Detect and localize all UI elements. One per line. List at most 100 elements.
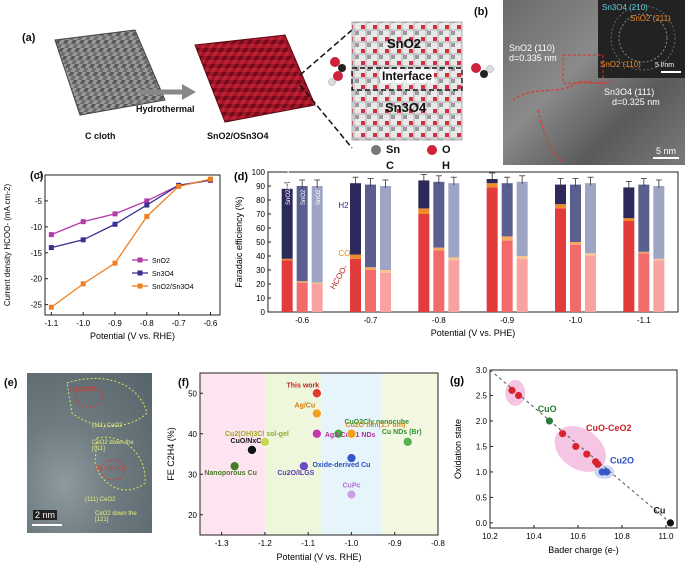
scale-bar-b-label: 5 nm: [656, 146, 677, 156]
stacked-bar-segment: [623, 221, 635, 312]
x-tick-label: 10.8: [614, 532, 630, 541]
x-tick-label: -1.0: [76, 319, 90, 328]
x-tick-label: -0.7: [364, 316, 378, 325]
stacked-bar-segment: [638, 253, 650, 312]
scatter-point: [312, 428, 322, 439]
series-line: [51, 179, 211, 236]
legend-sn-sphere: [371, 145, 381, 155]
plot-frame: [267, 171, 679, 313]
group-label: CuO: [538, 404, 557, 414]
sample-label: SnO2: [316, 189, 322, 205]
scatter-point: [260, 437, 270, 447]
y-tick-label: 30: [188, 470, 197, 479]
fft-ring: [618, 13, 668, 63]
stacked-bar-segment: [296, 186, 308, 282]
point-label: Ag/Cu: [295, 403, 316, 410]
y-tick-label: 1.0: [476, 468, 488, 477]
y-tick-label: 2.0: [476, 417, 488, 426]
legend-marker: [137, 257, 143, 263]
data-point: [515, 391, 523, 400]
y-tick-label: 20: [188, 511, 197, 520]
stacked-bar-segment: [448, 183, 460, 258]
data-point: [603, 468, 611, 476]
panel-c-chart: -1.1 -1.0 -0.9 -0.8 -0.7 -0.6 0 -5 -10 -15 -20 -25 P…: [3, 171, 221, 341]
y-tick-label: 0: [261, 308, 266, 317]
y-tick-label: -5: [35, 197, 43, 206]
point-label: Cu2(OH)3Cl sol-gel: [225, 431, 289, 438]
stacked-bar-segment: [296, 282, 308, 312]
stacked-bar-segment: [380, 272, 391, 312]
zoom-line-top: [299, 29, 353, 76]
stacked-bar-segment: [350, 258, 361, 312]
data-point: [559, 430, 567, 438]
data-point: [80, 237, 86, 243]
group-label: Cu: [653, 506, 665, 516]
background-band: [200, 373, 265, 535]
legend-marker: [137, 270, 143, 276]
x-tick-label: -0.8: [140, 319, 154, 328]
x-tick-label: -1.3: [215, 539, 229, 548]
x-tick-label: -0.8: [431, 539, 445, 548]
y-tick-label: -25: [30, 301, 42, 310]
data-point: [80, 219, 86, 225]
composite-label: SnO2/OSn3O4: [207, 131, 269, 141]
highlight-ellipse: [505, 379, 526, 406]
data-point: [48, 232, 54, 238]
y-tick-label: -15: [30, 249, 42, 258]
point-label: CuPc: [343, 483, 361, 490]
panel-e-tem-image: [27, 373, 152, 533]
product-label-h2: H2: [338, 201, 349, 210]
c-cloth-label: C cloth: [85, 131, 116, 141]
stacked-bar-segment: [311, 282, 323, 284]
y-axis-title: Faradaic efficiency (%): [234, 196, 244, 287]
y-tick-label: -20: [30, 275, 42, 284]
stacked-bar-segment: [653, 258, 665, 261]
y-tick-label: 100: [252, 168, 266, 177]
d-sno2-plane: SnO2 (110): [509, 43, 555, 53]
composite-cloth: [194, 34, 316, 123]
legend-label: SnO2: [152, 258, 170, 265]
y-tick-label: -10: [30, 223, 42, 232]
stacked-bar-segment: [380, 270, 391, 273]
stacked-bar-segment: [448, 257, 460, 261]
stacked-bar-segment: [418, 208, 430, 214]
y-tick-label: 0: [38, 171, 43, 180]
legend-label: SnO2/Sn3O4: [152, 284, 194, 291]
y-tick-label: 80: [256, 196, 265, 205]
data-point: [48, 245, 54, 251]
legend-o-label: O: [442, 144, 451, 156]
y-axis-title: FE C2H4 (%): [166, 427, 176, 481]
plot-frame: [44, 174, 221, 316]
panel-e-label: (e): [4, 377, 18, 389]
point-label: Nanoporous Cu: [204, 470, 256, 477]
stacked-bar-segment: [585, 256, 596, 312]
stacked-bar-segment: [418, 214, 430, 312]
data-point: [112, 221, 118, 227]
e-ann-1: (111)CuO: [70, 387, 96, 393]
data-point: [112, 211, 118, 217]
panel-a-label: (a): [22, 32, 36, 44]
scatter-point: [229, 461, 240, 471]
stacked-bar-segment: [433, 247, 445, 251]
series-line: [51, 179, 211, 249]
x-tick-label: -1.2: [258, 539, 272, 548]
e-ann-6: CeO2 down the [121]: [95, 511, 137, 523]
y-tick-label: 50: [256, 238, 265, 247]
interface-label: Interface: [380, 69, 435, 83]
panel-f-chart: -1.3 -1.2 -1.1 -1.0 -0.9 -0.8 20 30 40 50 Potentia…: [166, 372, 445, 562]
background-band: [381, 373, 438, 535]
data-point: [176, 183, 182, 189]
point-label: Cu2O film(1.7 um): [345, 422, 405, 429]
scatter-point: [299, 461, 309, 471]
arrow-head: [182, 84, 196, 100]
e-ann-5: (111) CeO2: [85, 497, 116, 503]
y-tick-label: 0.5: [476, 493, 488, 502]
y-tick-label: 90: [256, 182, 265, 191]
stacked-bar-segment: [448, 260, 460, 312]
x-axis-title: Potential (V vs. RHE): [90, 331, 175, 341]
fft-sn3o4-label: Sn3O4 (210): [602, 3, 648, 12]
stacked-bar-segment: [555, 204, 566, 209]
y-tick-label: 60: [256, 224, 265, 233]
data-point: [207, 176, 213, 182]
stacked-bar-segment: [433, 250, 445, 312]
